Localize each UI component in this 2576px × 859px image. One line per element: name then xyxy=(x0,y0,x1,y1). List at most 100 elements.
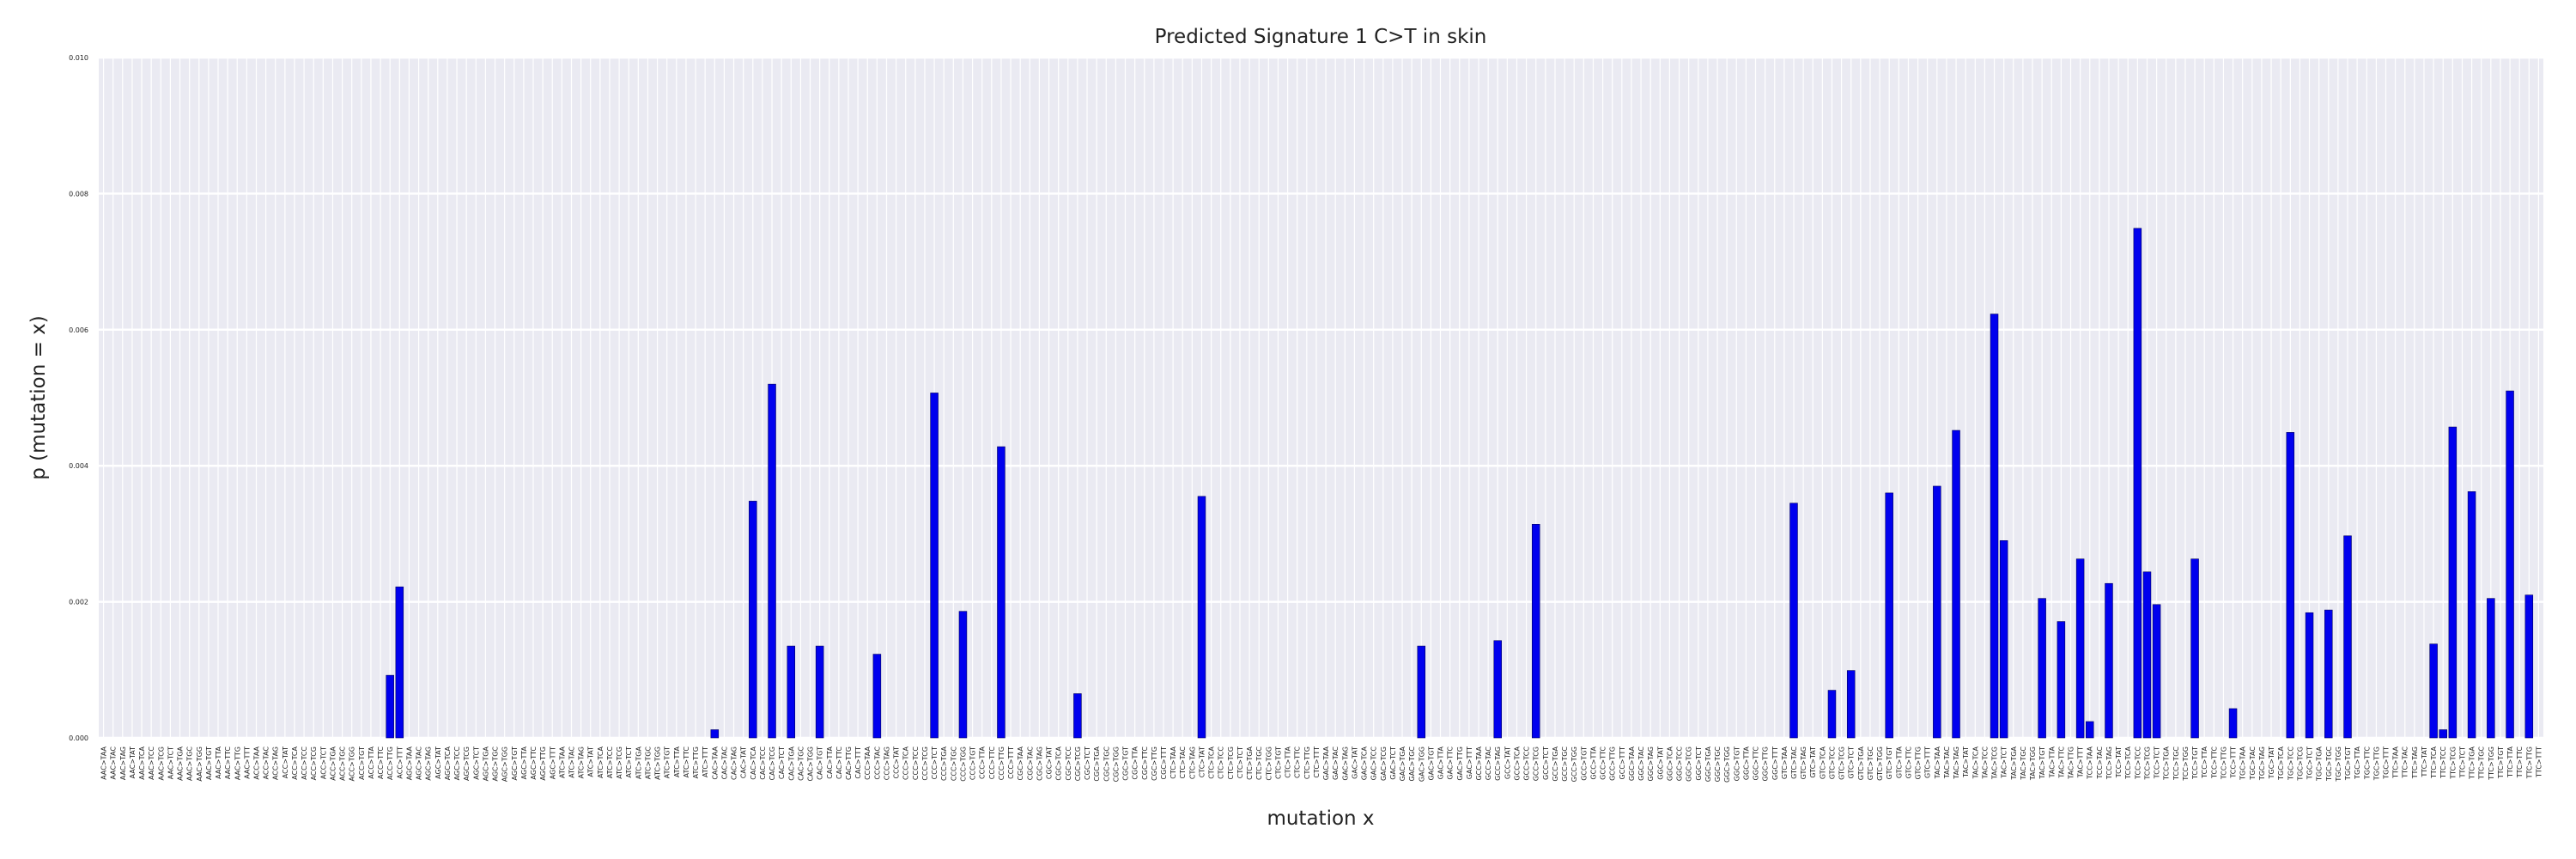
x-tick-label: TTC>TAA xyxy=(2392,746,2400,778)
x-tick-label: TTC>TGG xyxy=(2488,746,2495,781)
x-tick-label: ATC>TGA xyxy=(635,746,642,779)
x-tick-label: TTC>TTC xyxy=(2516,746,2524,779)
x-tick-label: CCC>TAA xyxy=(864,746,872,779)
x-tick-label: GCC>TGA xyxy=(1552,746,1559,781)
x-tick-label: AGC>TAG xyxy=(425,746,433,781)
x-tick-label: GAC>TCC xyxy=(1370,746,1378,781)
x-tick-label: ACC>TCC xyxy=(301,746,308,780)
x-tick-label: CGC>TAC xyxy=(1026,746,1034,781)
x-tick-label: AGC>TCT xyxy=(472,746,480,780)
bar xyxy=(2085,721,2094,739)
bar xyxy=(2506,390,2514,739)
bar xyxy=(958,611,968,739)
x-tick-label: AGC>TAT xyxy=(434,746,442,779)
x-tick-label: ATC>TAA xyxy=(558,746,566,778)
x-tick-label: CCC>TTA xyxy=(979,746,987,778)
x-tick-label: GAC>TCA xyxy=(1361,746,1369,780)
x-tick-label: AGC>TTG xyxy=(539,746,547,781)
bar xyxy=(1827,690,1837,739)
x-tick-label: TCC>TAA xyxy=(2087,746,2094,779)
bar xyxy=(1417,645,1426,739)
bar xyxy=(2487,598,2495,739)
x-tick-label: GCC>TTC xyxy=(1600,746,1607,780)
x-tick-label: TTC>TTT xyxy=(2535,746,2543,778)
x-tick-label: CTC>TGC xyxy=(1255,746,1263,780)
x-tick-label: ATC>TGG xyxy=(654,746,662,780)
x-tick-label: GAC>TGG xyxy=(1418,746,1425,782)
x-tick-label: ACC>TCG xyxy=(310,746,318,780)
x-tick-label: TTC>TCC xyxy=(2439,746,2447,779)
x-tick-label: GAC>TTA xyxy=(1437,746,1445,779)
x-tick-label: ACC>TAC xyxy=(263,746,270,780)
x-tick-label: CAC>TCG xyxy=(769,746,776,780)
x-tick-label: GTC>TAG xyxy=(1800,746,1807,779)
x-tick-label: CAC>TTG xyxy=(845,746,853,780)
x-tick-label: AAC>TTT xyxy=(243,746,251,779)
x-tick-label: GTC>TGC xyxy=(1867,746,1874,781)
x-tick-label: CTC>TTG xyxy=(1303,746,1311,779)
x-tick-label: TCC>TTT xyxy=(2230,746,2238,779)
x-tick-label: CGC>TAA xyxy=(1017,746,1024,780)
x-tick-label: CGC>TCG xyxy=(1074,746,1082,781)
x-tick-label: AGC>TGC xyxy=(492,746,500,782)
x-tick-label: CGC>TCA xyxy=(1055,746,1063,780)
x-tick-label: AGC>TGG xyxy=(501,746,509,782)
x-tick-label: CAC>TCA xyxy=(750,746,757,779)
x-tick-label: TTC>TCA xyxy=(2430,746,2438,778)
x-tick-label: CTC>TCG xyxy=(1227,746,1235,780)
x-tick-label: GAC>TAG xyxy=(1341,746,1349,781)
x-tick-label: GCC>TTA xyxy=(1589,746,1597,779)
x-tick-label: GAC>TAT xyxy=(1351,746,1358,779)
x-tick-label: GTC>TTA xyxy=(1895,746,1903,778)
x-tick-label: TCC>TGA xyxy=(2163,746,2171,780)
x-tick-label: GGC>TTT xyxy=(1771,746,1779,780)
bar xyxy=(2038,598,2046,739)
x-tick-label: ACC>TTA xyxy=(368,746,375,778)
x-tick-label: TTC>TAC xyxy=(2402,746,2409,779)
x-tick-label: ACC>TTG xyxy=(386,746,394,780)
x-tick-label: TGC>TCG xyxy=(2296,746,2304,782)
x-tick-label: TCC>TCA xyxy=(2124,746,2132,779)
x-tick-label: CAC>TTC xyxy=(835,746,843,779)
x-tick-label: AAC>TAA xyxy=(100,746,108,779)
x-tick-label: GTC>TCT xyxy=(1848,746,1856,779)
x-tick-label: TAC>TGA xyxy=(2010,746,2018,780)
bar xyxy=(2429,643,2438,739)
x-tick-label: AGC>TTT xyxy=(549,746,556,779)
x-tick-label: CGC>TGC xyxy=(1103,746,1110,782)
y-tick-label: 0.010 xyxy=(69,54,88,62)
x-tick-label: TGC>TTG xyxy=(2372,746,2380,781)
x-tick-label: AGC>TAA xyxy=(405,746,413,780)
x-tick-label: TAC>TAC xyxy=(1943,746,1951,779)
x-tick-label: CGC>TGG xyxy=(1112,746,1120,782)
x-tick-label: GTC>TAC xyxy=(1790,746,1798,779)
x-tick-label: CAC>TGT xyxy=(817,746,824,780)
x-tick-label: TAC>TTG xyxy=(2068,746,2075,780)
x-tick-label: GGC>TAT xyxy=(1656,746,1664,780)
x-tick-label: ATC>TTG xyxy=(692,746,700,778)
x-tick-label: TAC>TAT xyxy=(1962,746,1970,778)
x-tick-label: CCC>TCA xyxy=(902,746,910,779)
x-tick-label: TCC>TTA xyxy=(2201,746,2208,778)
x-tick-label: CGC>TGT xyxy=(1122,746,1130,781)
x-tick-label: CCC>TGA xyxy=(940,746,948,781)
x-tick-label: ACC>TAA xyxy=(252,746,260,779)
x-tick-label: GGC>TGA xyxy=(1704,746,1712,782)
bar xyxy=(2142,571,2152,739)
x-tick-label: GCC>TTT xyxy=(1619,746,1626,780)
x-tick-label: CCC>TCG xyxy=(921,746,929,781)
x-tick-label: TGC>TGT xyxy=(2344,746,2352,781)
x-tick-label: TAC>TTT xyxy=(2077,746,2085,778)
x-tick-label: GGC>TGT xyxy=(1733,746,1741,781)
x-tick-label: AAC>TTA xyxy=(215,746,222,778)
bar xyxy=(2075,558,2085,739)
y-tick-label: 0.008 xyxy=(69,190,88,198)
x-tick-label: TGC>TTA xyxy=(2354,746,2361,779)
bar xyxy=(2305,612,2314,739)
bar xyxy=(1846,670,1856,739)
x-tick-label: GGC>TGG xyxy=(1723,746,1731,783)
bar xyxy=(1933,485,1941,739)
x-tick-label: AAC>TTG xyxy=(234,746,241,780)
x-tick-label: AGC>TGA xyxy=(482,746,489,781)
x-tick-label: CCC>TAG xyxy=(883,746,890,780)
